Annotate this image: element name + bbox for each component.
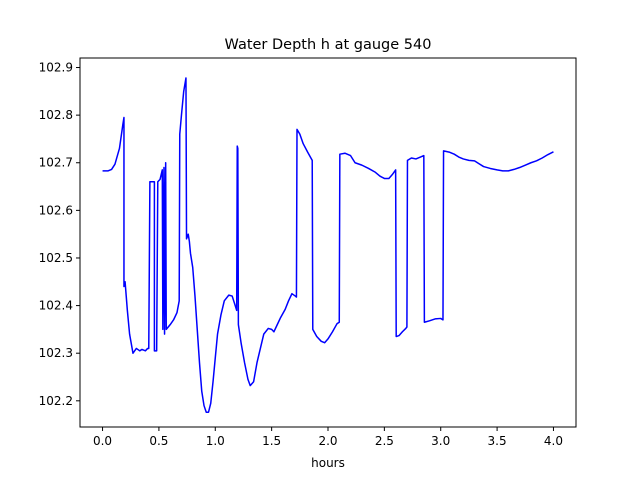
x-tick-label: 0.5 [149,434,168,448]
x-tick-label: 4.0 [544,434,563,448]
y-tick-label: 102.9 [39,61,73,75]
y-tick-label: 102.2 [39,394,73,408]
x-tick-label: 2.0 [318,434,337,448]
x-tick-label: 1.0 [206,434,225,448]
x-tick-label: 3.0 [431,434,450,448]
y-tick-label: 102.8 [39,108,73,122]
x-tick-label: 2.5 [375,434,394,448]
series-line-0 [102,77,554,413]
y-axis-ticks: 102.2 102.3 102.4 102.5 102.6 102.7 102.8 102.9 [39,61,80,408]
y-tick-label: 102.4 [39,299,73,313]
x-tick-label: 3.5 [488,434,507,448]
x-axis-label: hours [311,456,345,470]
y-tick-label: 102.7 [39,156,73,170]
series-layer [102,77,554,413]
x-axis-ticks: 0.0 0.5 1.0 1.5 2.0 2.5 3.0 3.5 4.0 [93,427,563,448]
y-tick-label: 102.6 [39,203,73,217]
x-tick-label: 0.0 [93,434,112,448]
chart-title: Water Depth h at gauge 540 [225,37,432,53]
y-tick-label: 102.5 [39,251,73,265]
y-tick-label: 102.3 [39,346,73,360]
x-tick-label: 1.5 [262,434,281,448]
